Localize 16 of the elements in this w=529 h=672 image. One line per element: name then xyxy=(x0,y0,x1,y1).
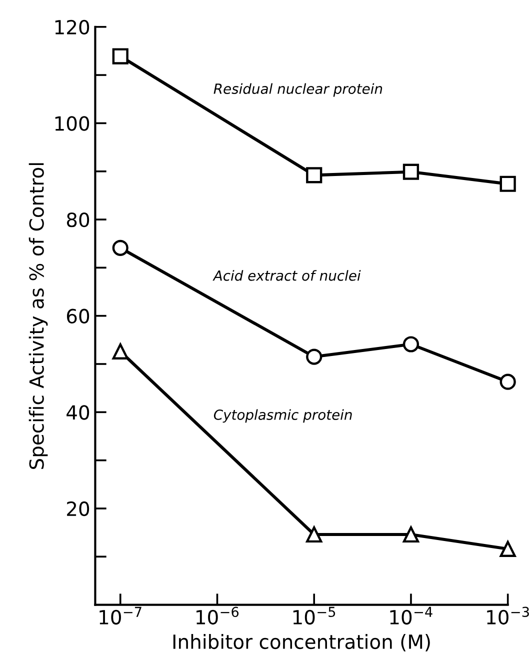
y-tick-label: 60 xyxy=(66,308,90,324)
x-tick-label: 10$^{−7}$ xyxy=(100,606,142,625)
y-tick-label: 80 xyxy=(66,212,90,228)
series-label: Residual nuclear protein xyxy=(214,83,382,97)
x-axis-title: Inhibitor concentration (M) xyxy=(173,634,430,652)
series-label: Acid extract of nuclei xyxy=(212,270,361,281)
x-tick-label: 10$^{−6}$ xyxy=(196,606,239,625)
y-tick-label: 20 xyxy=(67,501,90,516)
x-tick-label: 10$^{−4}$ xyxy=(390,606,432,625)
y-tick-label: 40 xyxy=(66,405,90,420)
x-tick-label: 10$^{−5}$ xyxy=(293,606,336,625)
y-axis-title: Specific Activity as % of Control xyxy=(28,163,48,469)
series-label: Cytoplasmic protein xyxy=(214,409,352,423)
y-tick-label: 100 xyxy=(55,116,90,131)
x-tick-label: 10$^{−3}$ xyxy=(487,606,529,625)
y-tick-label: 120 xyxy=(55,20,90,35)
